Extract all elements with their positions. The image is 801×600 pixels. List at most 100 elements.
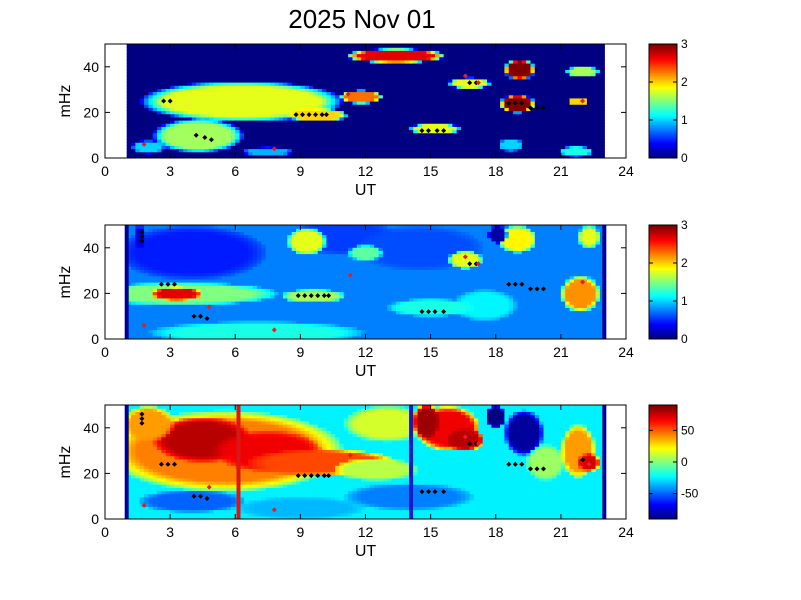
heatmap-cell	[586, 44, 592, 48]
heatmap-cell	[157, 326, 163, 331]
heatmap-cell	[443, 59, 449, 64]
heatmap-cell	[421, 129, 427, 134]
heatmap-cell	[157, 75, 163, 80]
heatmap-cell	[269, 97, 275, 102]
heatmap-cell	[200, 326, 206, 331]
heatmap-cell	[165, 44, 171, 48]
heatmap-cell	[591, 110, 597, 115]
heatmap-cell	[152, 63, 158, 67]
heatmap-cell	[165, 332, 171, 337]
heatmap-cell	[439, 85, 445, 89]
heatmap-cell	[230, 91, 236, 96]
heatmap-cell	[200, 82, 206, 86]
heatmap-cell	[170, 297, 176, 302]
heatmap-cell	[135, 256, 141, 261]
heatmap-cell	[139, 135, 145, 140]
heatmap-cell	[560, 82, 566, 86]
heatmap-cell	[595, 142, 601, 146]
heatmap-cell	[443, 107, 449, 112]
heatmap-cell	[287, 59, 293, 64]
heatmap-cell	[148, 72, 154, 77]
heatmap-cell	[148, 240, 154, 245]
heatmap-cell	[148, 56, 154, 61]
heatmap-cell	[578, 69, 584, 74]
heatmap-cell	[170, 263, 176, 267]
heatmap-cell	[248, 66, 254, 70]
heatmap-cell	[452, 107, 458, 112]
heatmap-cell	[144, 237, 150, 242]
heatmap-cell	[217, 294, 223, 299]
heatmap-cell	[365, 110, 371, 115]
heatmap-cell	[556, 44, 562, 48]
heatmap-cell	[482, 132, 488, 137]
heatmap-cell	[504, 69, 510, 74]
heatmap-cell	[161, 323, 167, 327]
heatmap-cell	[322, 53, 328, 58]
heatmap-cell	[256, 135, 262, 140]
heatmap-cell	[161, 304, 167, 308]
heatmap-cell	[139, 145, 145, 150]
heatmap-cell	[374, 148, 380, 153]
heatmap-cell	[426, 88, 432, 93]
heatmap-cell	[148, 304, 154, 308]
heatmap-cell	[487, 47, 493, 51]
heatmap-cell	[204, 285, 210, 289]
heatmap-cell	[508, 82, 514, 86]
heatmap-cell	[161, 256, 167, 261]
heatmap-cell	[591, 94, 597, 99]
heatmap-cell	[378, 78, 384, 83]
heatmap-cell	[556, 154, 562, 158]
heatmap-cell	[413, 123, 419, 127]
heatmap-cell	[400, 47, 406, 51]
heatmap-cell	[252, 151, 258, 156]
heatmap-cell	[243, 129, 249, 134]
heatmap-cell	[239, 59, 245, 64]
heatmap-cell	[465, 56, 471, 61]
heatmap-cell	[343, 110, 349, 115]
heatmap-cell	[313, 88, 319, 93]
heatmap-cell	[226, 154, 232, 158]
heatmap-cell	[408, 113, 414, 118]
heatmap-cell	[552, 85, 558, 89]
heatmap-cell	[443, 101, 449, 105]
heatmap-cell	[352, 44, 358, 48]
heatmap-cell	[144, 278, 150, 283]
heatmap-cell	[174, 139, 180, 143]
heatmap-cell	[491, 154, 497, 158]
heatmap-cell	[226, 50, 232, 55]
heatmap-cell	[131, 329, 136, 334]
heatmap-cell	[183, 142, 189, 146]
heatmap-cell	[144, 88, 150, 93]
heatmap-cell	[157, 113, 163, 118]
heatmap-cell	[165, 85, 171, 89]
heatmap-cell	[365, 104, 371, 108]
heatmap-cell	[248, 151, 254, 156]
heatmap-cell	[165, 91, 171, 96]
heatmap-cell	[126, 323, 132, 327]
heatmap-cell	[213, 332, 219, 337]
heatmap-cell	[304, 75, 310, 80]
heatmap-cell	[365, 44, 371, 48]
heatmap-cell	[213, 310, 219, 315]
heatmap-cell	[369, 132, 375, 137]
heatmap-cell	[126, 316, 132, 321]
heatmap-cell	[135, 75, 141, 80]
heatmap-cell	[326, 82, 332, 86]
heatmap-cell	[443, 50, 449, 55]
heatmap-cell	[209, 282, 215, 286]
heatmap-cell	[517, 132, 523, 137]
heatmap-cell	[348, 104, 354, 108]
heatmap-cell	[322, 148, 328, 153]
heatmap-cell	[552, 135, 558, 140]
heatmap-cell	[474, 91, 479, 96]
heatmap-cell	[413, 47, 419, 51]
heatmap-cell	[474, 120, 479, 124]
heatmap-cell	[183, 78, 189, 83]
heatmap-cell	[213, 104, 219, 108]
heatmap-cell	[278, 132, 284, 137]
heatmap-cell	[578, 91, 584, 96]
heatmap-cell	[521, 148, 527, 153]
heatmap-cell	[230, 110, 236, 115]
heatmap-cell	[165, 259, 171, 264]
heatmap-cell	[226, 244, 232, 248]
